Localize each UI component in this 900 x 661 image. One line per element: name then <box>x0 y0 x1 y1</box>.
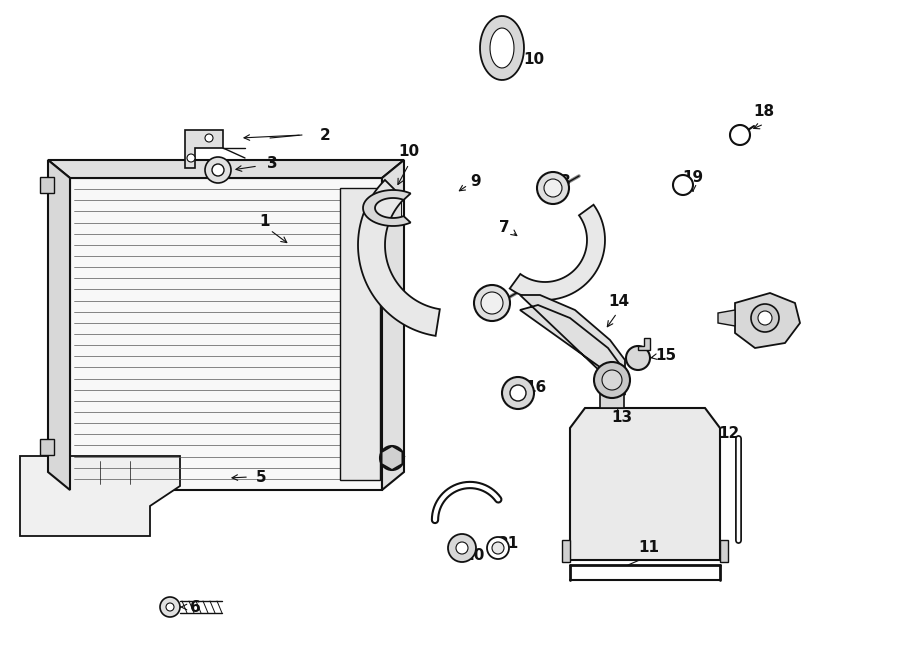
Text: 4: 4 <box>388 446 399 461</box>
Circle shape <box>205 134 213 142</box>
Polygon shape <box>363 190 410 226</box>
Polygon shape <box>720 540 728 562</box>
Polygon shape <box>735 293 800 348</box>
Text: 3: 3 <box>266 155 277 171</box>
Circle shape <box>594 362 630 398</box>
Polygon shape <box>509 205 605 300</box>
Polygon shape <box>48 160 70 490</box>
Circle shape <box>212 164 224 176</box>
Polygon shape <box>600 390 624 408</box>
Polygon shape <box>520 295 625 395</box>
Text: 10: 10 <box>524 52 544 67</box>
Polygon shape <box>490 28 514 68</box>
Polygon shape <box>358 180 440 336</box>
Circle shape <box>602 370 622 390</box>
Text: 14: 14 <box>608 295 630 309</box>
Polygon shape <box>638 338 650 350</box>
Text: 15: 15 <box>655 348 677 364</box>
Circle shape <box>481 292 503 314</box>
Polygon shape <box>382 446 402 470</box>
Text: 17: 17 <box>765 303 787 317</box>
Polygon shape <box>48 160 404 178</box>
Circle shape <box>544 179 562 197</box>
Text: 12: 12 <box>718 426 740 442</box>
Text: 7: 7 <box>499 221 509 235</box>
Text: 19: 19 <box>682 171 704 186</box>
Text: 8: 8 <box>497 295 508 311</box>
Circle shape <box>448 534 476 562</box>
Polygon shape <box>570 408 720 560</box>
Polygon shape <box>185 130 223 168</box>
Circle shape <box>160 597 180 617</box>
Circle shape <box>673 175 693 195</box>
Circle shape <box>474 285 510 321</box>
Polygon shape <box>562 540 570 562</box>
Polygon shape <box>480 16 524 80</box>
Circle shape <box>380 446 404 470</box>
Polygon shape <box>382 160 404 490</box>
Text: 13: 13 <box>611 410 633 426</box>
Polygon shape <box>70 178 382 490</box>
Text: 6: 6 <box>190 600 201 615</box>
Text: 11: 11 <box>638 541 660 555</box>
Circle shape <box>626 346 650 370</box>
Polygon shape <box>718 310 735 326</box>
Circle shape <box>537 172 569 204</box>
Text: 10: 10 <box>399 145 419 159</box>
Polygon shape <box>40 439 54 455</box>
Text: 1: 1 <box>260 215 270 229</box>
Polygon shape <box>340 188 380 480</box>
Polygon shape <box>40 177 54 193</box>
Circle shape <box>510 385 526 401</box>
Text: 2: 2 <box>320 128 330 143</box>
Text: 8: 8 <box>559 173 570 188</box>
Circle shape <box>166 603 174 611</box>
Text: 21: 21 <box>498 535 518 551</box>
Text: 18: 18 <box>753 104 775 120</box>
Text: 9: 9 <box>471 173 482 188</box>
Polygon shape <box>20 456 180 536</box>
Text: 5: 5 <box>256 469 266 485</box>
Circle shape <box>758 311 772 325</box>
Text: 16: 16 <box>526 381 546 395</box>
Circle shape <box>502 377 534 409</box>
Circle shape <box>492 542 504 554</box>
Circle shape <box>751 304 779 332</box>
Circle shape <box>205 157 231 183</box>
Circle shape <box>456 542 468 554</box>
Text: 20: 20 <box>464 549 485 563</box>
Circle shape <box>730 125 750 145</box>
Circle shape <box>487 537 509 559</box>
Circle shape <box>187 154 195 162</box>
